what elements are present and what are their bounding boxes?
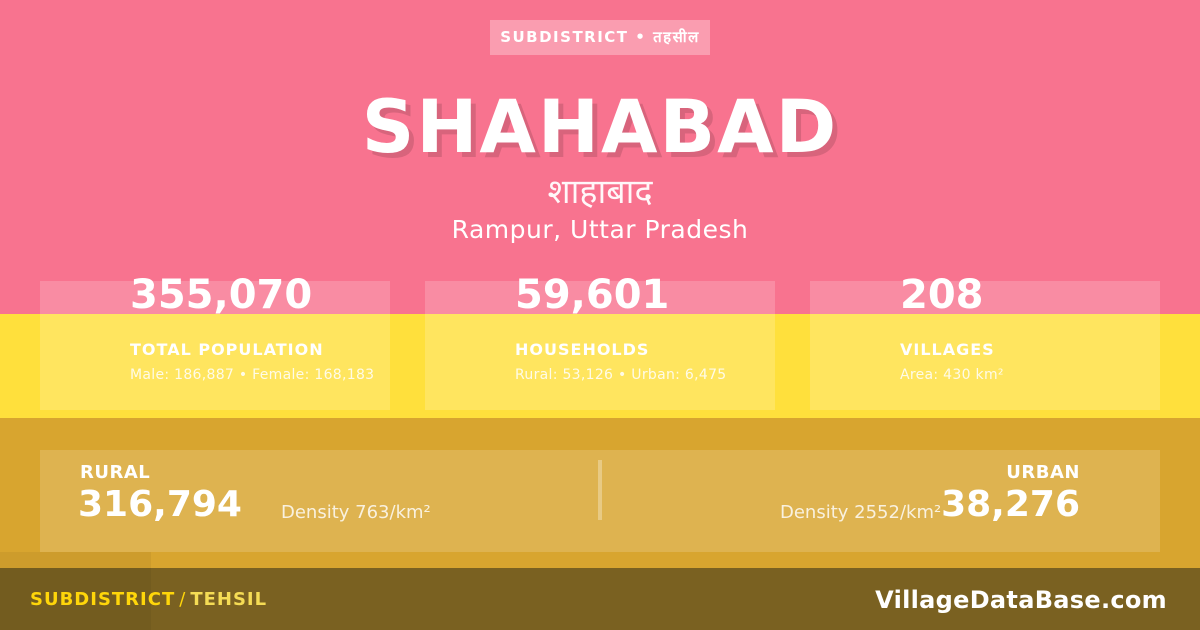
location-subtitle: Rampur, Uttar Pradesh [451,215,749,244]
rural-value: 316,794 [78,484,242,525]
stat-villages: 208 VILLAGES Area: 430 km² [900,275,1190,382]
stat-detail: Male: 186,887 • Female: 168,183 [130,367,375,383]
page-title-hindi: शाहाबाद [547,172,653,212]
footer-category-alt: TEHSIL [190,589,268,610]
stat-value: 355,070 [130,272,313,318]
gold-split-band [0,418,1200,568]
footer-bar [0,568,1200,630]
yellow-stats-band [0,314,1200,418]
pink-hero-band [0,0,1200,314]
footer-category: SUBDISTRICT [30,589,176,610]
urban-label: URBAN [1006,462,1080,483]
stat-households: 59,601 HOUSEHOLDS Rural: 53,126 • Urban:… [515,275,805,382]
stat-detail: Area: 430 km² [900,367,1004,383]
footer-category-label: SUBDISTRICT / TEHSIL [30,589,267,611]
footer-separator: / [179,589,187,610]
stat-value: 208 [900,272,984,318]
corner-shade-decoration [0,552,151,630]
type-badge: SUBDISTRICT • तहसील [490,20,710,55]
rural-label: RURAL [80,462,151,483]
stat-card-population [40,281,390,410]
site-wordmark-link[interactable]: VillageDataBase.com [875,586,1167,614]
stat-value: 59,601 [515,272,670,318]
stat-card-households [425,281,775,410]
stat-card-villages [810,281,1160,410]
rural-density: Density 763/km² [281,502,431,523]
stat-label: HOUSEHOLDS [515,340,650,359]
stat-total-population: 355,070 TOTAL POPULATION Male: 186,887 •… [130,275,420,382]
split-divider [598,460,602,520]
stat-label: TOTAL POPULATION [130,340,324,359]
urban-density: Density 2552/km² [780,502,942,523]
stat-label: VILLAGES [900,340,995,359]
rural-urban-panel [40,450,1160,552]
page-title: SHAHABAD [361,85,839,170]
stat-detail: Rural: 53,126 • Urban: 6,475 [515,367,727,383]
urban-value: 38,276 [941,484,1080,525]
